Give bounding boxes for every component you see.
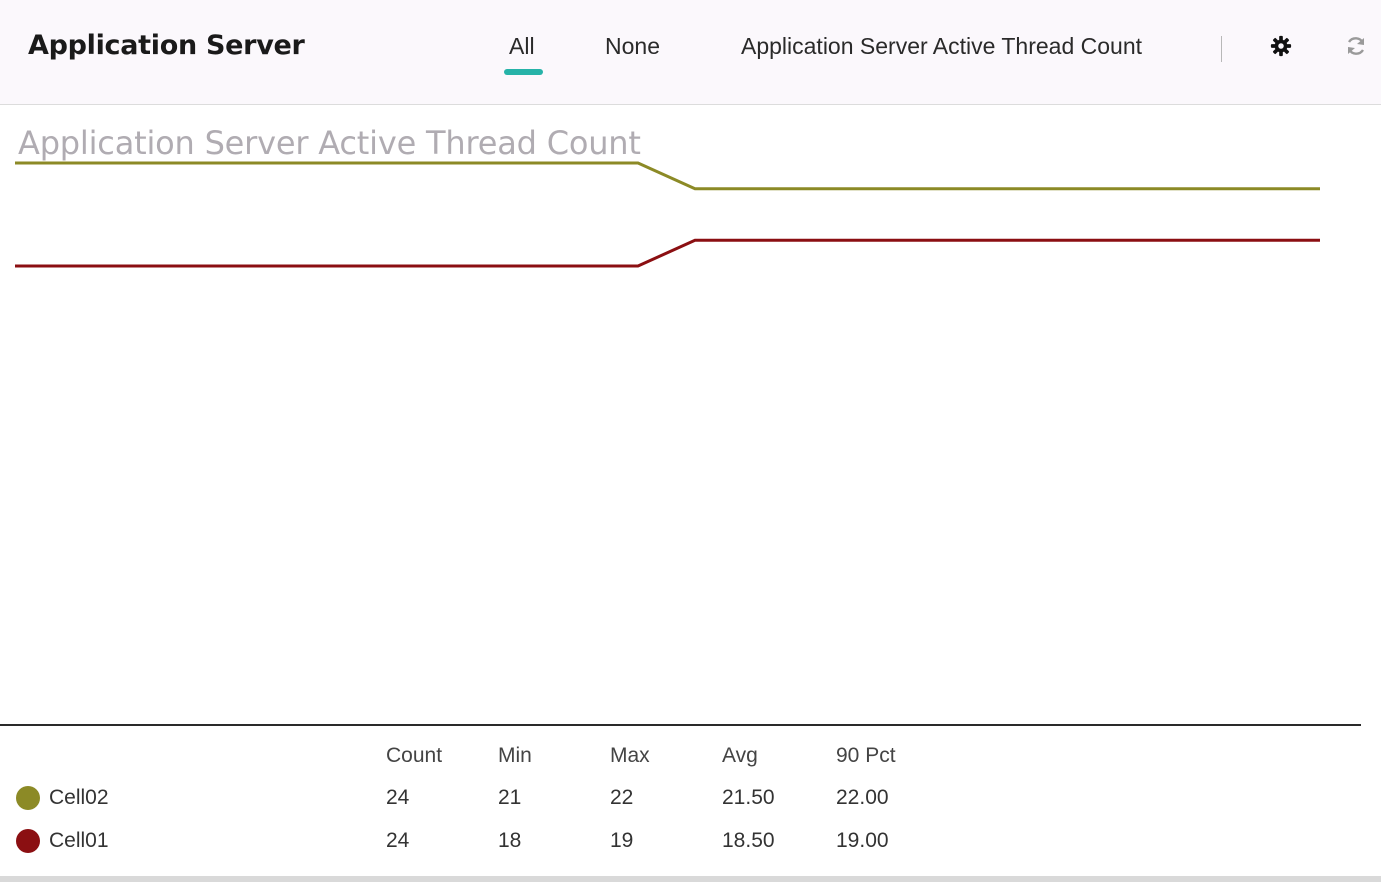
column-header-min: Min: [498, 744, 532, 767]
column-header-avg: Avg: [722, 744, 758, 767]
line-chart: [15, 161, 1320, 268]
refresh-icon: [1347, 37, 1365, 55]
horizontal-scrollbar[interactable]: [0, 876, 1381, 882]
tab-none[interactable]: None: [605, 33, 660, 59]
gear-icon: [1270, 35, 1292, 57]
pct90-value: 19.00: [836, 829, 889, 852]
tab-all[interactable]: All: [509, 33, 535, 59]
chart-title: Application Server Active Thread Count: [18, 124, 641, 162]
series-line-cell02: [15, 161, 1320, 191]
max-value: 19: [610, 829, 634, 852]
table-row[interactable]: Cell02 24 21 22 21.50 22.00: [0, 780, 1381, 816]
max-value: 22: [610, 786, 634, 809]
column-header-max: Max: [610, 744, 650, 767]
series-line-cell01: [15, 238, 1320, 268]
avg-value: 21.50: [722, 786, 775, 809]
series-color-dot[interactable]: [16, 786, 40, 810]
toolbar-separator: [1221, 36, 1222, 62]
refresh-button[interactable]: [1342, 32, 1370, 60]
column-header-90pct: 90 Pct: [836, 744, 896, 767]
active-tab-indicator: [504, 69, 543, 75]
pct90-value: 22.00: [836, 786, 889, 809]
series-color-dot[interactable]: [16, 829, 40, 853]
header-bar: Application Server All None Application …: [0, 0, 1381, 105]
min-value: 21: [498, 786, 522, 809]
avg-value: 18.50: [722, 829, 775, 852]
page-title: Application Server: [28, 30, 305, 61]
tab-active-thread-count[interactable]: Application Server Active Thread Count: [741, 33, 1143, 59]
chart-divider: [0, 724, 1361, 726]
table-row[interactable]: Cell01 24 18 19 18.50 19.00: [0, 823, 1381, 859]
settings-button[interactable]: [1267, 32, 1295, 60]
series-name: Cell02: [49, 786, 109, 809]
count-value: 24: [386, 829, 410, 852]
count-value: 24: [386, 786, 410, 809]
min-value: 18: [498, 829, 522, 852]
series-name: Cell01: [49, 829, 109, 852]
column-header-count: Count: [386, 744, 443, 767]
